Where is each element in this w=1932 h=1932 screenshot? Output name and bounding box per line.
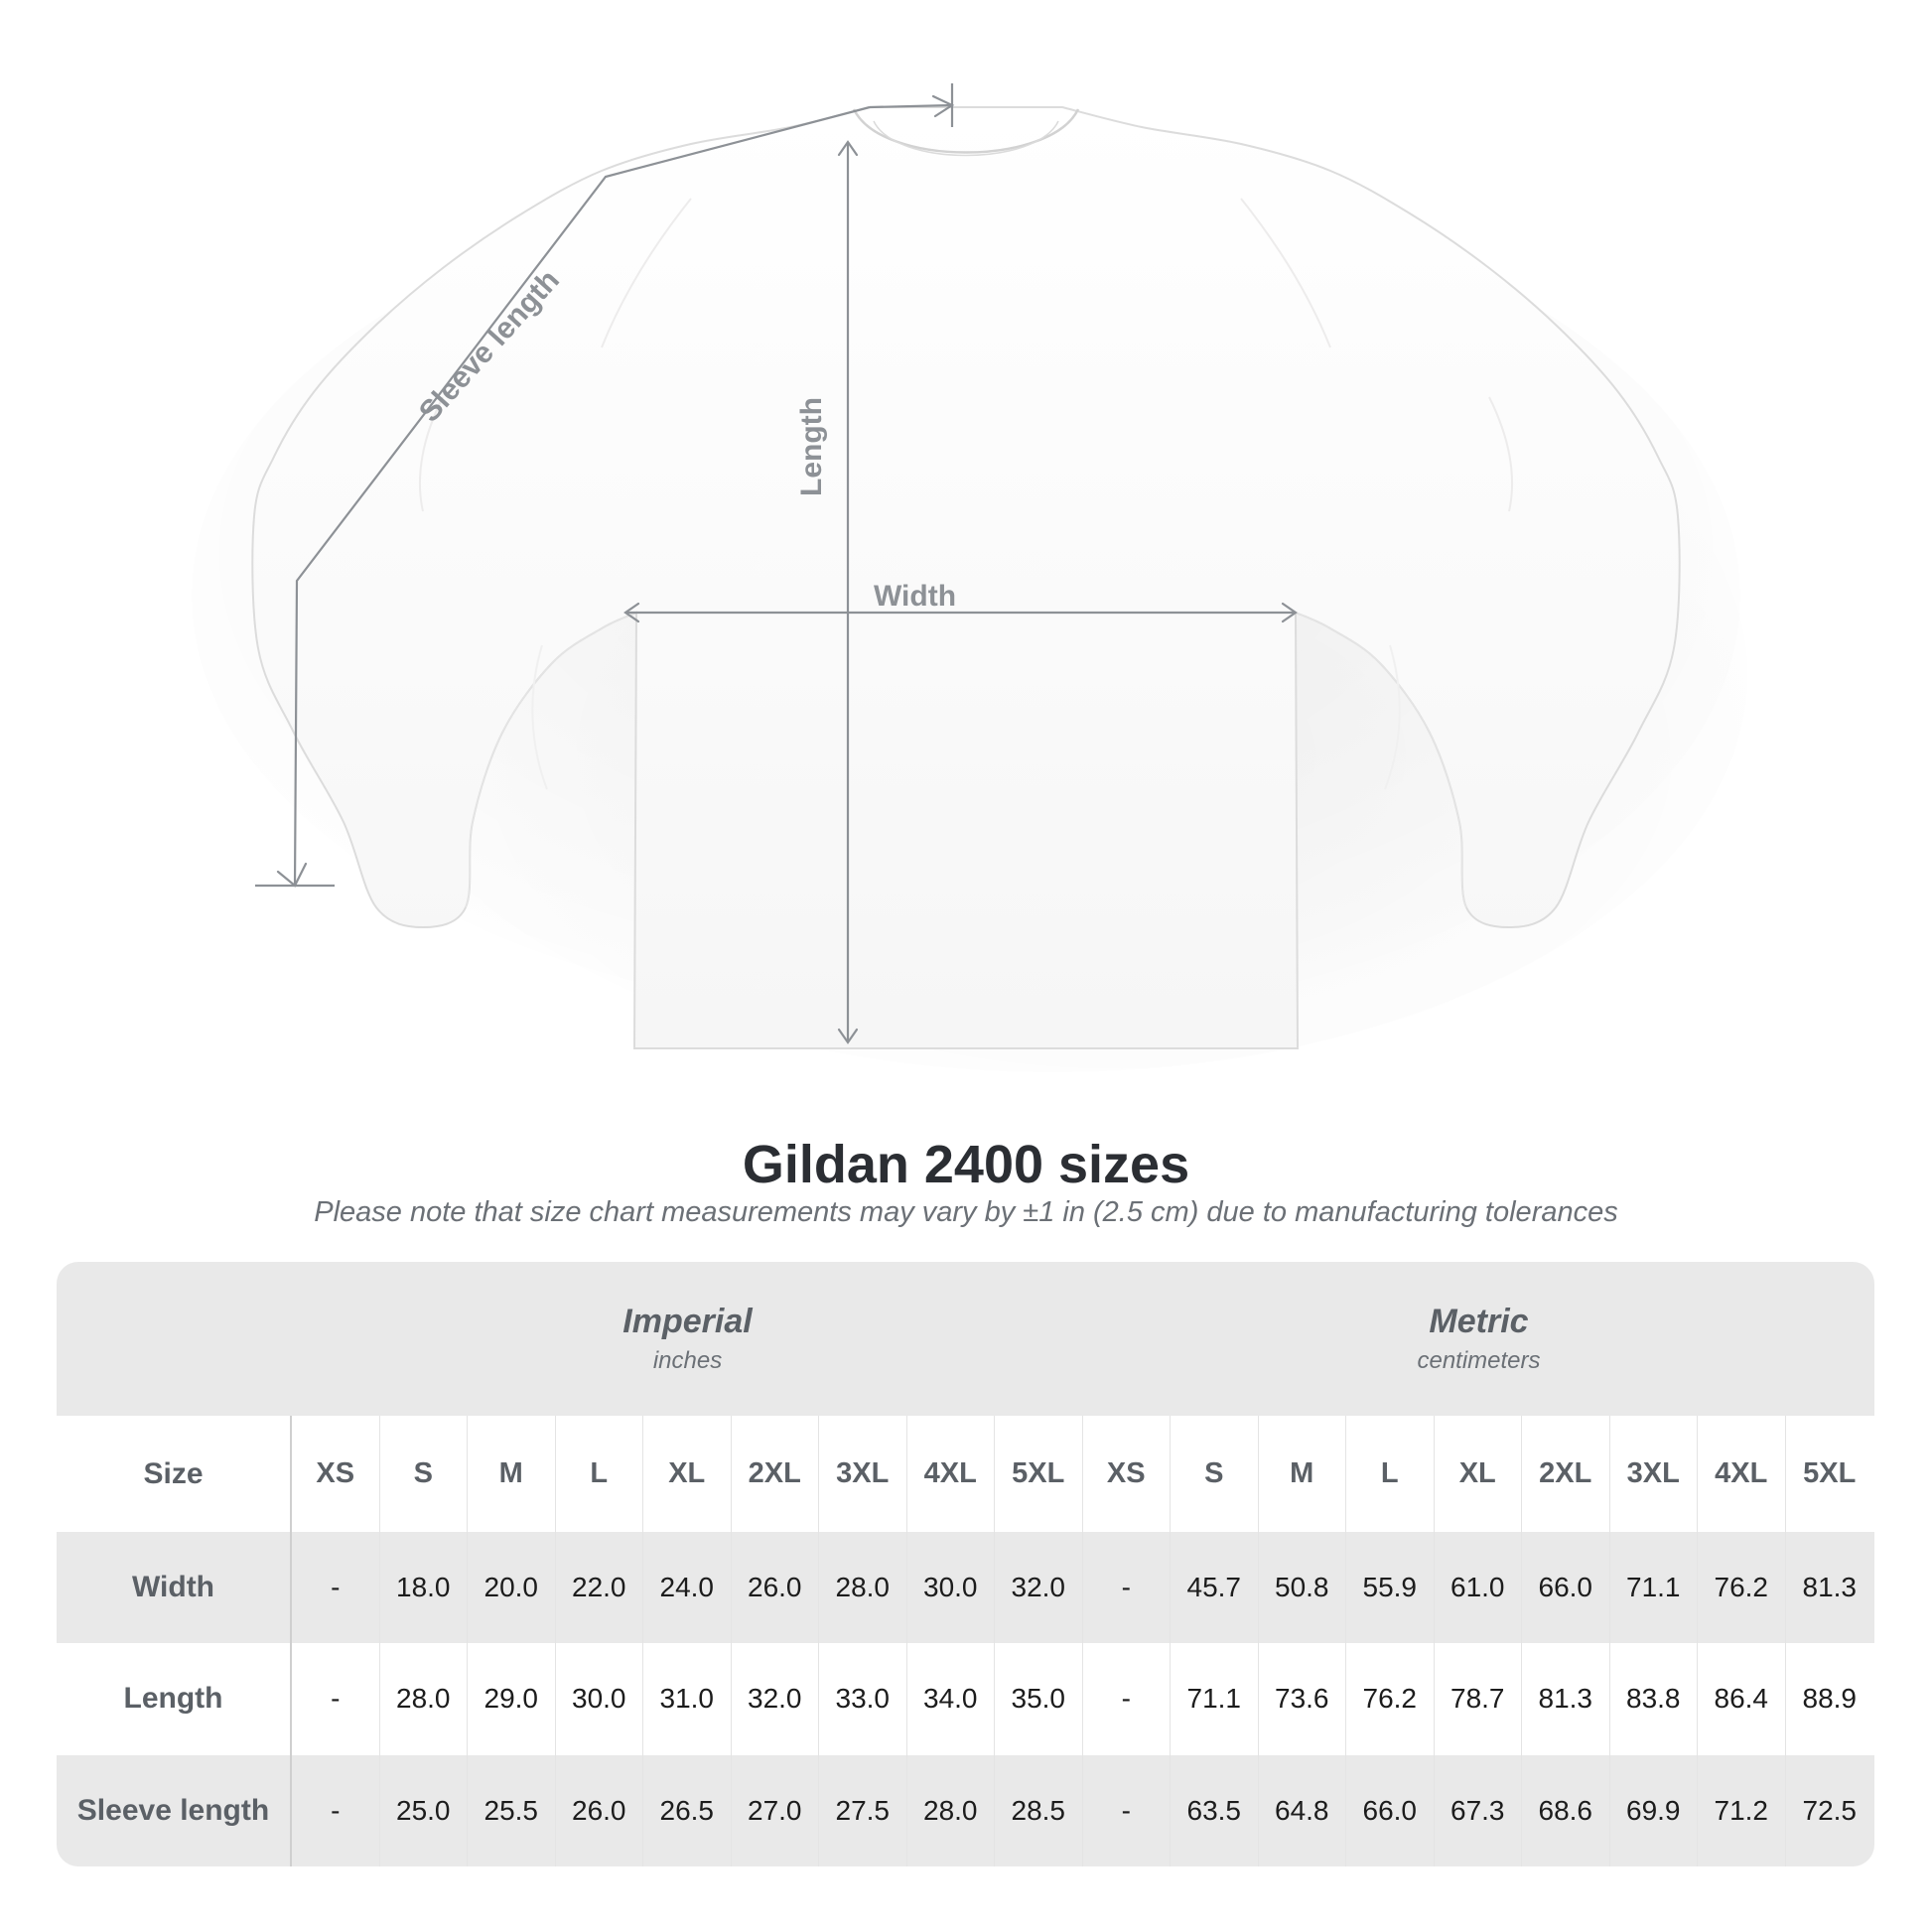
svg-text:Width: Width: [874, 580, 956, 613]
svg-text:Length: Length: [795, 397, 828, 496]
